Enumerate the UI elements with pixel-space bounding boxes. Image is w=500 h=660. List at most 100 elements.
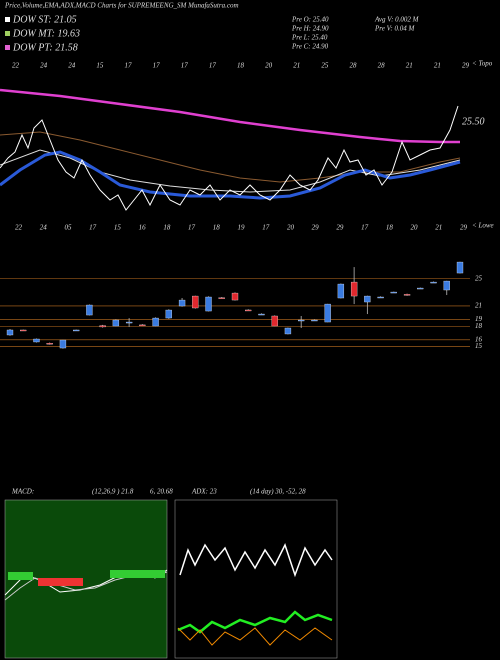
candle-body bbox=[6, 329, 14, 336]
date-label: 17 bbox=[262, 224, 270, 232]
candle-body bbox=[337, 283, 345, 299]
candle-body bbox=[298, 319, 305, 322]
candle-body bbox=[430, 281, 437, 284]
legend-swatch bbox=[5, 31, 10, 36]
candle-body bbox=[125, 321, 133, 324]
stat: Pre L: 25.40 bbox=[291, 34, 328, 42]
candle-body bbox=[311, 319, 318, 322]
stat: Pre H: 24.90 bbox=[291, 25, 329, 33]
candle-body bbox=[59, 339, 67, 349]
date-label: 29 bbox=[336, 224, 344, 232]
candle-body bbox=[178, 299, 186, 307]
y-tick-label: 25 bbox=[475, 274, 483, 282]
stat: Pre C: 24.90 bbox=[291, 43, 329, 51]
date-label: 18 bbox=[213, 224, 221, 232]
top-label: < Topo bbox=[472, 60, 493, 68]
candle-body bbox=[152, 317, 159, 327]
candle-body bbox=[350, 281, 358, 297]
stat: Avg V: 0.002 M bbox=[374, 16, 420, 24]
date-label: 21 bbox=[406, 62, 413, 70]
y-tick-label: 21 bbox=[475, 302, 482, 310]
date-label: 18 bbox=[163, 224, 171, 232]
date-label: 15 bbox=[114, 224, 122, 232]
candle-body bbox=[377, 296, 384, 299]
legend-swatch bbox=[5, 17, 10, 22]
adx-lines bbox=[177, 543, 333, 646]
y-tick-label: 19 bbox=[475, 315, 483, 323]
candle-body bbox=[46, 343, 53, 345]
date-label: 16 bbox=[139, 224, 147, 232]
date-label: 17 bbox=[188, 224, 196, 232]
top-panel bbox=[0, 88, 461, 211]
adx-label: ADX: 23 bbox=[191, 488, 217, 496]
legend-label: DOW PT: 21.58 bbox=[12, 42, 78, 53]
candle-body bbox=[231, 292, 239, 301]
legend-label: DOW ST: 21.05 bbox=[12, 14, 77, 25]
y-tick-label: 16 bbox=[475, 335, 483, 343]
date-label: 21 bbox=[434, 62, 441, 70]
date-label: 28 bbox=[378, 62, 386, 70]
macd-hist-pos bbox=[110, 570, 165, 578]
candle-body bbox=[20, 329, 27, 332]
legend-swatch bbox=[5, 45, 10, 50]
adx-panel bbox=[174, 499, 338, 659]
date-label: 17 bbox=[153, 62, 161, 70]
date-label: 17 bbox=[361, 224, 369, 232]
candle-body bbox=[417, 287, 424, 290]
date-label: 18 bbox=[386, 224, 394, 232]
date-label: 17 bbox=[181, 62, 189, 70]
candle-body bbox=[258, 313, 265, 316]
candle-body bbox=[112, 319, 120, 327]
macd-values: 6, 20.68 bbox=[150, 488, 173, 496]
bottom-label: < Lowe bbox=[472, 222, 494, 230]
candle-body bbox=[73, 329, 80, 332]
candle-body bbox=[139, 324, 146, 327]
date-label: 22 bbox=[12, 62, 20, 70]
macd-hist-pos bbox=[8, 572, 33, 580]
date-label: 19 bbox=[238, 224, 246, 232]
y-tick-label: 18 bbox=[475, 322, 483, 330]
candle-body bbox=[99, 325, 106, 328]
candle-body bbox=[165, 309, 172, 319]
candle-body bbox=[284, 327, 292, 335]
date-label: 24 bbox=[40, 62, 48, 70]
adx-minus bbox=[177, 627, 333, 646]
date-label: 20 bbox=[411, 224, 419, 232]
adx-plus bbox=[177, 610, 333, 634]
price-label: 25.50 bbox=[462, 116, 485, 127]
date-label: 28 bbox=[350, 62, 358, 70]
candle-body bbox=[443, 280, 450, 291]
date-label: 17 bbox=[125, 62, 133, 70]
date-label: 21 bbox=[293, 62, 300, 70]
candle-body bbox=[364, 295, 371, 303]
date-label: 29 bbox=[460, 224, 468, 232]
stat: Pre O: 25.40 bbox=[291, 16, 329, 24]
candle-body bbox=[324, 303, 331, 323]
date-label: 29 bbox=[462, 62, 470, 70]
candle-body bbox=[205, 296, 212, 312]
y-tick-label: 15 bbox=[475, 342, 483, 350]
ema-short bbox=[0, 149, 461, 193]
stat: Pre V: 0.04 M bbox=[374, 25, 415, 33]
candle-body bbox=[33, 338, 40, 343]
ema-long bbox=[0, 88, 460, 144]
candle-body bbox=[218, 297, 225, 299]
legend-label: DOW MT: 19.63 bbox=[12, 28, 80, 39]
macd-params: (12,26,9 ) 21.8 bbox=[92, 488, 134, 496]
date-label: 18 bbox=[237, 62, 245, 70]
candle-body bbox=[456, 261, 464, 274]
date-label: 24 bbox=[68, 62, 76, 70]
date-label: 25 bbox=[321, 62, 329, 70]
date-label: 20 bbox=[287, 224, 295, 232]
candle-body bbox=[271, 315, 278, 327]
candle-body bbox=[390, 291, 397, 294]
date-label: 24 bbox=[40, 224, 48, 232]
date-label: 20 bbox=[265, 62, 273, 70]
title: Price,Volume,EMA,ADX,MACD Charts for SUP… bbox=[4, 2, 239, 10]
price bbox=[0, 105, 459, 211]
ema-blue bbox=[0, 150, 461, 200]
adx-di bbox=[179, 543, 333, 578]
date-label: 21 bbox=[435, 224, 442, 232]
date-label: 05 bbox=[64, 224, 72, 232]
